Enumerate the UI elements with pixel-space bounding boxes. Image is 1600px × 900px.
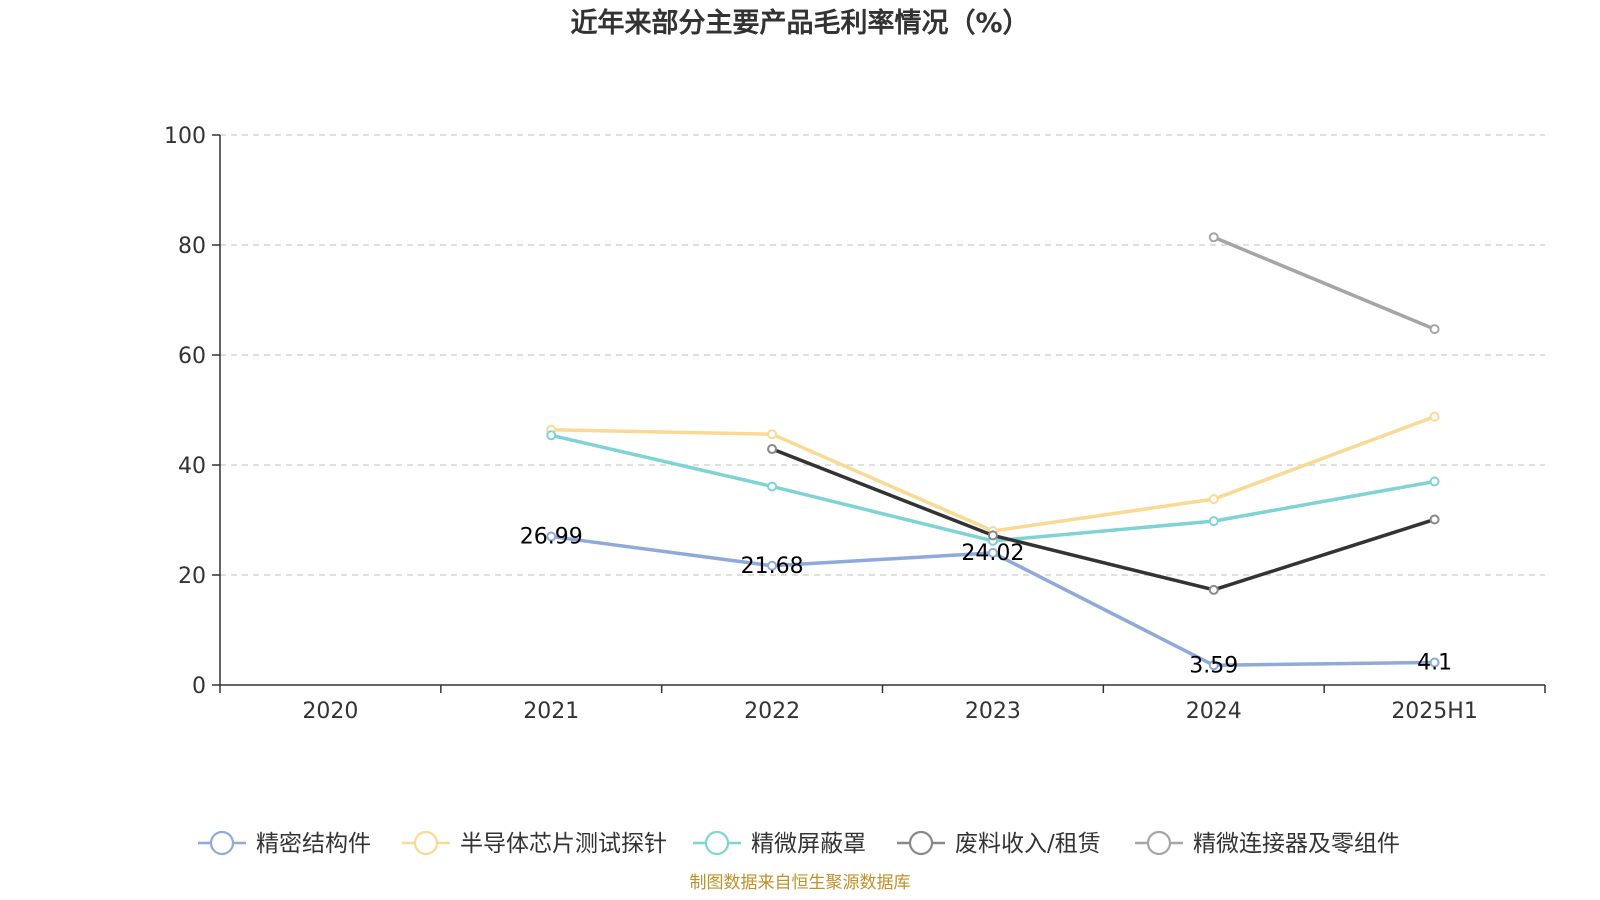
data-point: [767, 429, 778, 440]
y-tick-label: 40: [178, 454, 206, 479]
data-point: [1208, 584, 1219, 595]
series-lines: [546, 232, 1440, 671]
series-line: [550, 433, 1435, 543]
legend-item-2[interactable]: 半导体芯片测试探针: [402, 830, 667, 857]
y-tick-label: 20: [178, 564, 206, 589]
grid-lines: [220, 134, 1545, 576]
x-tick-label: 2024: [1186, 699, 1242, 724]
data-point: [987, 547, 998, 558]
data-point: [546, 430, 557, 441]
x-tick-label: 2023: [965, 699, 1021, 724]
data-point: [1208, 660, 1219, 671]
source-note: 制图数据来自恒生聚源数据库: [690, 873, 911, 893]
data-point: [1429, 514, 1440, 525]
y-tick-label: 80: [178, 234, 206, 259]
x-tick-label: 2022: [744, 699, 800, 724]
legend-marker: [908, 830, 934, 856]
y-tick-label: 0: [192, 674, 206, 699]
data-label: 26.99: [520, 525, 583, 550]
data-point: [1208, 232, 1219, 243]
legend-item-4[interactable]: 废料收入/租赁: [897, 830, 1101, 857]
axes: 0 20 40 60 80 100 2020 2021 2022 2023 2024 2025H1: [164, 124, 1546, 724]
y-tick-label: 100: [164, 124, 206, 149]
data-label: 21.68: [741, 554, 804, 579]
legend-label: 精密结构件: [256, 831, 371, 857]
legend-label: 精微屏蔽罩: [751, 831, 866, 857]
series-line: [1213, 235, 1436, 331]
x-tick-label: 2020: [302, 699, 358, 724]
legend-label: 废料收入/租赁: [955, 831, 1101, 857]
legend-item-3[interactable]: 精微屏蔽罩: [693, 830, 866, 857]
data-point: [987, 530, 998, 541]
data-label: 3.59: [1189, 653, 1238, 678]
series-line: [771, 447, 1436, 592]
x-tick-label: 2021: [523, 699, 579, 724]
y-tick-label: 60: [178, 344, 206, 369]
series-2: [546, 411, 1440, 536]
series-line: [551, 414, 1436, 533]
data-label: 24.02: [961, 541, 1024, 566]
chart-title: 近年来部分主要产品毛利率情况（%）: [570, 7, 1029, 39]
legend-label: 半导体芯片测试探针: [460, 831, 667, 857]
legend-label: 精微连接器及零组件: [1193, 831, 1400, 857]
series-4: [767, 444, 1440, 595]
series-5: [1208, 232, 1440, 335]
data-labels: 26.99 21.68 24.02 3.59 4.1: [520, 525, 1452, 679]
data-point: [767, 444, 778, 455]
legend[interactable]: 精密结构件 半导体芯片测试探针 精微屏蔽罩 废料收入/租赁 精微连接器及零组件: [198, 830, 1400, 857]
data-point: [1208, 516, 1219, 527]
data-point: [1208, 494, 1219, 505]
data-label: 4.1: [1417, 650, 1452, 675]
legend-item-1[interactable]: 精密结构件: [198, 830, 371, 857]
series-1: [546, 531, 1440, 671]
data-point: [1429, 476, 1440, 487]
legend-marker: [413, 830, 439, 856]
x-tick-label: 2025H1: [1391, 699, 1478, 724]
legend-marker: [209, 830, 235, 856]
data-point: [1429, 324, 1440, 335]
data-point: [767, 560, 778, 571]
legend-marker: [704, 830, 730, 856]
data-point: [546, 531, 557, 542]
data-point: [1429, 411, 1440, 422]
data-point: [767, 481, 778, 492]
legend-item-5[interactable]: 精微连接器及零组件: [1135, 830, 1400, 857]
legend-marker: [1146, 830, 1172, 856]
data-point: [1429, 657, 1440, 668]
